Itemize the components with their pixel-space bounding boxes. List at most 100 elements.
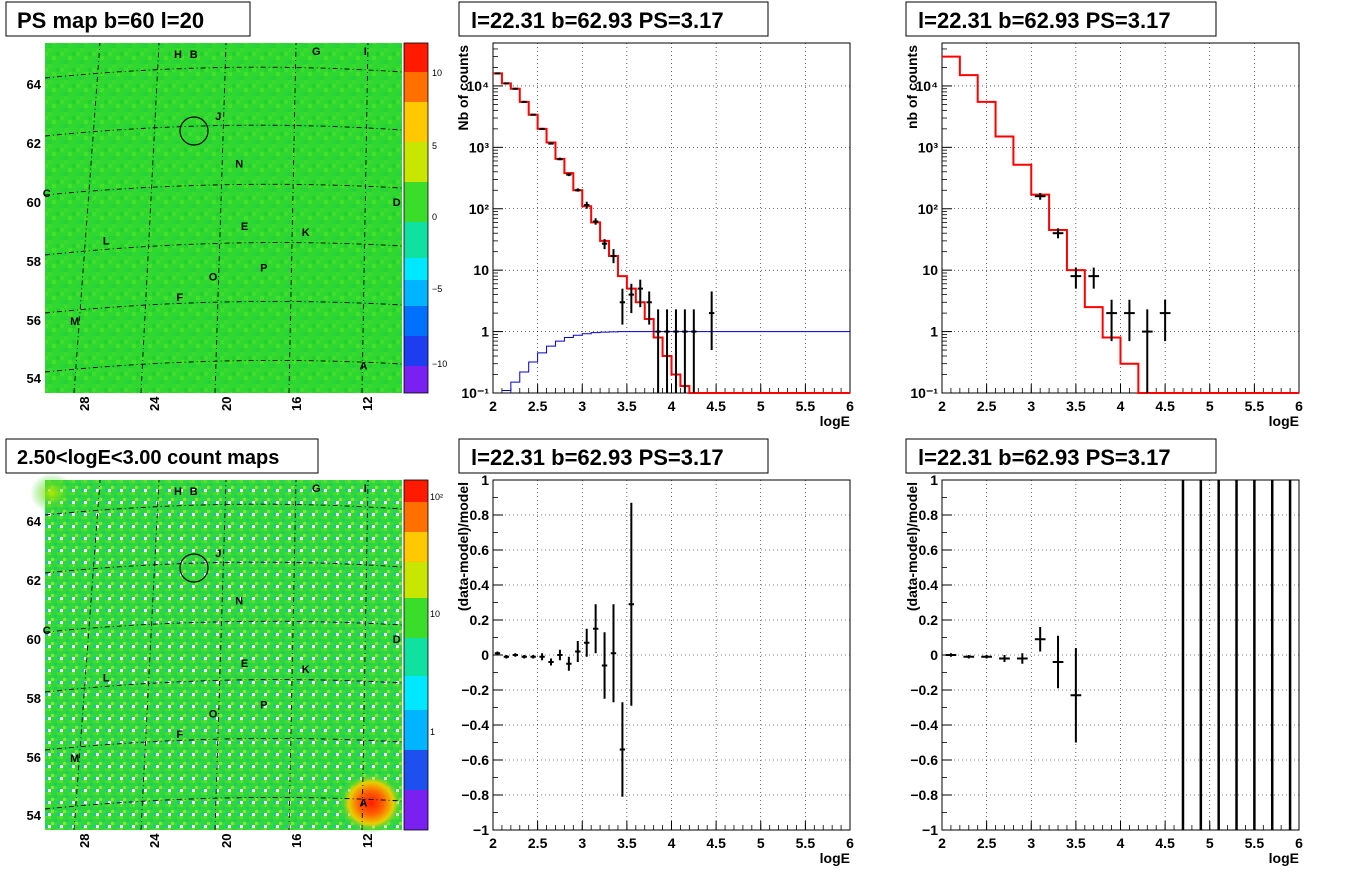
source-label: P (260, 699, 267, 711)
source-label: H (174, 486, 182, 498)
counts-spectrum-plot-2: 2 2.5 3 3.5 4 4.5 5 5.5 6 10⁻¹ 1 10 10² 10³ 10⁴ logE nb … (904, 1, 1303, 429)
x-tick-label: 5 (1206, 398, 1214, 414)
x-tick-label: 2.5 (977, 835, 997, 851)
y-tick-label: 10⁻¹ (461, 385, 489, 401)
source-label: J (215, 111, 221, 123)
source-label: M (70, 753, 79, 765)
y-tick-label: 10² (918, 201, 939, 217)
source-label: K (302, 664, 310, 676)
x-axis-label: logE (1269, 850, 1299, 866)
residual-plot: 2 2.5 3 3.5 4 4.5 5 5.5 6 −1 −0.8 −0.6 −0.4 −0.2 0 0.2 0… (455, 438, 854, 866)
y-tick-label: 10³ (918, 139, 939, 155)
count-map-colorbar-tick: 10² (430, 492, 443, 502)
ps-map-y-ticks: 54 56 58 60 62 64 (27, 77, 42, 386)
y-axis-label: Nb of counts (455, 45, 471, 131)
x-tick-label: 3.5 (617, 398, 637, 414)
y-tick-label: −0.8 (910, 787, 938, 803)
ps-map-y-tick: 64 (27, 77, 42, 92)
y-axis-label: (data-model)/model (455, 482, 471, 611)
x-tick-label: 5 (757, 398, 765, 414)
ps-map-colorbar-tick: 10 (432, 68, 442, 78)
y-tick-label: 0 (930, 647, 938, 663)
plot-title: l=22.31 b=62.93 PS=3.17 (918, 445, 1171, 470)
source-label: L (103, 236, 110, 248)
count-map-glow (30, 473, 74, 513)
plot-title: l=22.31 b=62.93 PS=3.17 (471, 8, 724, 33)
source-label: L (103, 673, 110, 685)
residual-plot-2: 2 2.5 3 3.5 4 4.5 5 5.5 6 −1 −0.8 −0.6 −0.4 −0.2 0 0.2 0… (904, 438, 1303, 866)
target-circle (179, 553, 209, 583)
y-tick-label: 0.4 (919, 577, 939, 593)
x-tick-label: 4.5 (706, 398, 726, 414)
ps-map-x-tick: 20 (219, 397, 234, 411)
x-axis-label: logE (820, 413, 850, 429)
x-tick-label: 4.5 (1155, 398, 1175, 414)
x-tick-label: 2 (938, 398, 946, 414)
source-label: G (312, 483, 321, 495)
ps-map-colorbar: 10 5 0 −5 −10 (403, 42, 447, 394)
x-axis-label: logE (820, 850, 850, 866)
x-tick-label: 3 (578, 835, 586, 851)
ps-map-y-tick: 60 (27, 195, 41, 210)
ps-map-x-tick: 12 (360, 397, 375, 411)
count-map-colorbar-tick: 10 (430, 609, 440, 619)
source-label: I (364, 46, 367, 58)
x-tick-label: 2.5 (528, 398, 548, 414)
ps-map-grid (44, 42, 403, 394)
x-axis-label: logE (1269, 413, 1299, 429)
plot-title: l=22.31 b=62.93 PS=3.17 (471, 445, 724, 470)
x-tick-label: 4.5 (1155, 835, 1175, 851)
count-map-y-tick: 62 (27, 573, 41, 588)
y-tick-label: 0 (481, 647, 489, 663)
count-map-y-tick: 54 (27, 808, 42, 823)
ps-map-colorbar-tick: −10 (432, 359, 447, 369)
ps-map-colorbar-tick: −5 (432, 284, 442, 294)
y-tick-label: −0.8 (461, 787, 489, 803)
y-tick-label: −0.6 (461, 752, 489, 768)
x-tick-label: 3 (578, 398, 586, 414)
source-label: K (302, 227, 310, 239)
count-map-y-tick: 60 (27, 632, 41, 647)
x-tick-label: 5 (757, 835, 765, 851)
y-tick-label: 10³ (469, 139, 490, 155)
ps-map-title: PS map b=60 l=20 (17, 8, 204, 33)
count-map-x-tick: 16 (289, 834, 304, 848)
ps-map-colorbar-tick: 0 (432, 212, 437, 222)
x-tick-label: 5.5 (1245, 835, 1265, 851)
y-axis-label: (data-model)/model (904, 482, 920, 611)
source-label: D (393, 197, 401, 209)
source-label: E (241, 658, 248, 670)
count-map-y-tick: 56 (27, 750, 41, 765)
x-tick-label: 4 (1117, 398, 1125, 414)
ps-map-panel: H B G I J N C D E K L P O F M A 28 24 20 16 12 54 56 58… (5, 1, 447, 411)
x-tick-label: 3 (1027, 398, 1035, 414)
x-tick-label: 5.5 (1245, 398, 1265, 414)
count-map-y-tick: 64 (27, 514, 42, 529)
source-label: B (190, 49, 198, 61)
y-tick-label: 1 (930, 472, 938, 488)
count-map-image (45, 480, 402, 830)
y-tick-label: 10² (469, 201, 490, 217)
x-tick-label: 6 (846, 835, 854, 851)
source-label: A (360, 797, 368, 809)
x-tick-label: 3.5 (617, 835, 637, 851)
count-map-panel: H B G I J N C D E K L P O F M A 28 24 20 16 12 54 56 58… (5, 438, 443, 848)
x-tick-label: 2.5 (977, 398, 997, 414)
ps-map-image (45, 43, 402, 393)
y-tick-label: −0.6 (910, 752, 938, 768)
x-tick-label: 3.5 (1066, 398, 1086, 414)
count-map-hotspot (339, 773, 403, 833)
count-map-x-tick: 12 (360, 834, 375, 848)
ps-map-y-tick: 62 (27, 136, 41, 151)
source-label: P (260, 262, 267, 274)
y-tick-label: 10⁻¹ (910, 385, 938, 401)
y-axis-label: nb of counts (904, 45, 920, 129)
y-tick-label: 1 (930, 324, 938, 340)
y-tick-label: −1 (473, 822, 489, 838)
count-map-title: 2.50<logE<3.00 count maps (17, 447, 279, 469)
count-map-y-tick: 58 (27, 691, 41, 706)
y-tick-label: 0.6 (470, 542, 490, 558)
source-label: O (209, 708, 218, 720)
x-tick-label: 5.5 (796, 835, 816, 851)
ps-map-source-labels: H B G I J N C D E K L P O F M A (43, 46, 401, 372)
